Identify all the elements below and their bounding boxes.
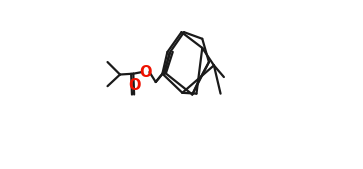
Text: O: O (139, 65, 152, 80)
Text: O: O (128, 78, 140, 93)
